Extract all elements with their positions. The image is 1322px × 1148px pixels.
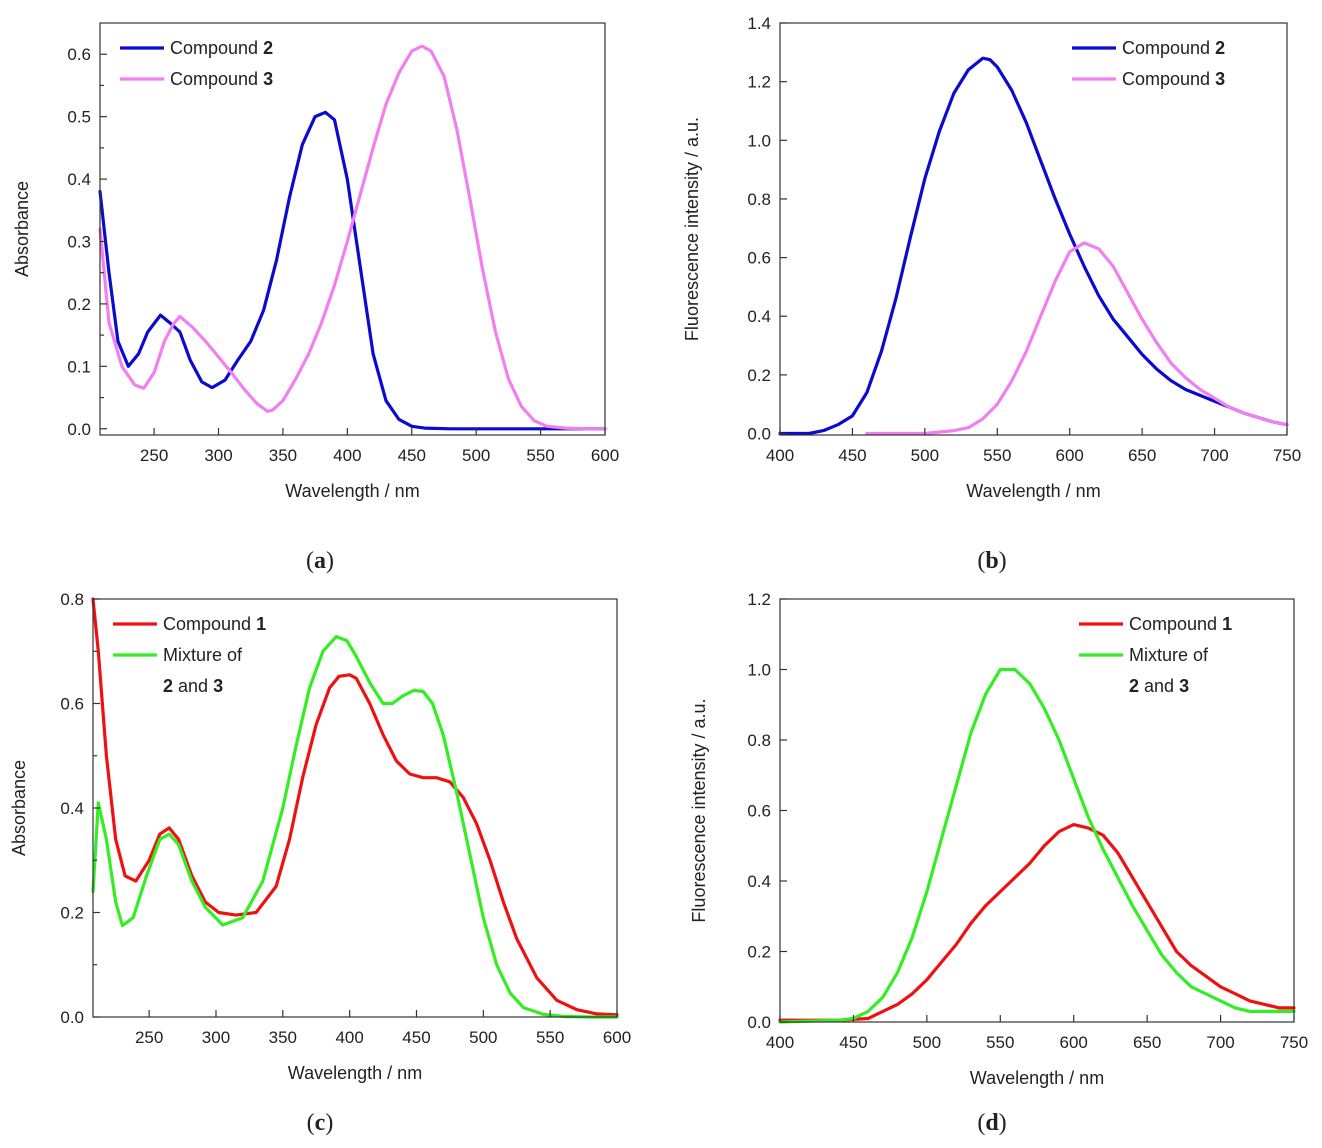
legend-label-c-1: Mixture of (163, 645, 243, 665)
y-tick-label-d-2: 0.4 (747, 872, 771, 891)
x-tick-label-b-4: 600 (1056, 446, 1084, 465)
plot-frame-b (779, 22, 1288, 436)
y-tick-label-c-0: 0.0 (60, 1008, 84, 1027)
legend-label-b-1: Compound 3 (1122, 69, 1225, 89)
series-line-c-1 (91, 634, 619, 1019)
x-tick-label-d-2: 500 (913, 1033, 941, 1052)
plot-frame-d (779, 598, 1295, 1023)
legend-label-line2-d-1: 2 and 3 (1129, 676, 1189, 696)
y-tick-label-d-0: 0.0 (747, 1013, 771, 1032)
y-tick-label-d-3: 0.6 (747, 802, 771, 821)
y-tick-label-b-4: 0.8 (747, 190, 771, 209)
x-tick-label-b-1: 450 (838, 446, 866, 465)
x-tick-label-d-7: 750 (1280, 1033, 1308, 1052)
x-tick-label-d-4: 600 (1060, 1033, 1088, 1052)
x-axis-title-d: Wavelength / nm (970, 1068, 1104, 1088)
y-tick-label-a-3: 0.3 (67, 232, 91, 251)
x-tick-label-a-7: 600 (591, 446, 619, 465)
y-tick-label-b-5: 1.0 (747, 131, 771, 150)
x-axis-title-a: Wavelength / nm (285, 481, 419, 501)
chart-panel-c: 250 300 350 400 450 500 550 600 0.0 0.2 0.4 0.6 0.8 W… (9, 590, 631, 1136)
x-tick-label-c-2: 350 (269, 1028, 297, 1047)
y-axis-title-c: Absorbance (9, 760, 29, 856)
y-tick-label-c-1: 0.2 (60, 904, 84, 923)
x-tick-label-c-1: 300 (202, 1028, 230, 1047)
y-axis-title-b: Fluorescence intensity / a.u. (682, 117, 702, 341)
y-tick-label-b-6: 1.2 (747, 73, 771, 92)
x-tick-label-b-2: 500 (911, 446, 939, 465)
y-tick-label-a-2: 0.2 (67, 295, 91, 314)
x-tick-label-b-3: 550 (983, 446, 1011, 465)
y-tick-label-b-3: 0.6 (747, 249, 771, 268)
panel-caption-d: (d) (977, 1110, 1006, 1136)
x-tick-label-b-7: 750 (1273, 446, 1301, 465)
series-line-c-0 (91, 597, 619, 1017)
x-tick-label-d-0: 400 (766, 1033, 794, 1052)
panel-caption-b: (b) (977, 548, 1006, 574)
x-axis-title-b: Wavelength / nm (966, 481, 1100, 501)
x-tick-label-b-6: 700 (1200, 446, 1228, 465)
series-line-a-1 (98, 44, 607, 431)
legend-label-a-0: Compound 2 (170, 38, 273, 58)
y-tick-label-b-2: 0.4 (747, 307, 771, 326)
legend-label-b-0: Compound 2 (1122, 38, 1225, 58)
y-tick-label-a-5: 0.5 (67, 108, 91, 127)
y-tick-label-a-1: 0.1 (67, 357, 91, 376)
panel-caption-a: (a) (306, 548, 334, 574)
x-tick-label-c-0: 250 (135, 1028, 163, 1047)
x-tick-label-c-5: 500 (469, 1028, 497, 1047)
x-tick-label-b-0: 400 (766, 446, 794, 465)
y-axis-title-d: Fluorescence intensity / a.u. (689, 698, 709, 922)
series-line-d-1 (778, 667, 1296, 1024)
x-tick-label-b-5: 650 (1128, 446, 1156, 465)
y-tick-label-c-3: 0.6 (60, 695, 84, 714)
x-tick-label-d-6: 700 (1206, 1033, 1234, 1052)
x-tick-label-d-5: 650 (1133, 1033, 1161, 1052)
x-axis-title-c: Wavelength / nm (288, 1063, 422, 1083)
panel-caption-c: (c) (307, 1110, 334, 1136)
x-tick-label-a-2: 350 (269, 446, 297, 465)
series-line-d-0 (778, 822, 1296, 1022)
legend-label-c-0: Compound 1 (163, 614, 266, 634)
y-tick-label-a-0: 0.0 (67, 420, 91, 439)
y-tick-label-d-4: 0.8 (747, 731, 771, 750)
y-tick-label-d-6: 1.2 (747, 590, 771, 609)
chart-panel-a: 250 300 350 400 450 500 550 600 0.0 0.1 0.2 0.3 0.4 0… (12, 22, 619, 574)
series-line-b-1 (865, 241, 1289, 436)
x-tick-label-c-6: 550 (536, 1028, 564, 1047)
plot-frame-a (99, 22, 606, 436)
x-tick-label-c-4: 450 (402, 1028, 430, 1047)
y-tick-label-a-4: 0.4 (67, 170, 91, 189)
chart-panel-b: 400 450 500 550 600 650 700 750 0.0 0.2 0.4 0.6 0.8 1… (682, 14, 1301, 574)
y-tick-label-d-1: 0.2 (747, 943, 771, 962)
y-tick-label-c-2: 0.4 (60, 799, 84, 818)
y-tick-label-b-1: 0.2 (747, 366, 771, 385)
x-tick-label-a-3: 400 (333, 446, 361, 465)
x-tick-label-a-0: 250 (140, 446, 168, 465)
x-tick-label-a-5: 500 (462, 446, 490, 465)
x-tick-label-a-1: 300 (204, 446, 232, 465)
y-axis-title-a: Absorbance (12, 181, 32, 277)
y-tick-label-c-4: 0.8 (60, 590, 84, 609)
y-tick-label-d-5: 1.0 (747, 661, 771, 680)
series-line-a-0 (98, 110, 607, 431)
chart-panel-d: 400 450 500 550 600 650 700 750 0.0 0.2 0.4 0.6 0.8 1… (689, 590, 1308, 1136)
x-tick-label-a-6: 550 (526, 446, 554, 465)
x-tick-label-a-4: 450 (398, 446, 426, 465)
legend-label-a-1: Compound 3 (170, 69, 273, 89)
x-tick-label-d-3: 550 (986, 1033, 1014, 1052)
legend-label-d-0: Compound 1 (1129, 614, 1232, 634)
y-tick-label-b-0: 0.0 (747, 425, 771, 444)
x-tick-label-d-1: 450 (839, 1033, 867, 1052)
x-tick-label-c-7: 600 (603, 1028, 631, 1047)
y-tick-label-b-7: 1.4 (747, 14, 771, 33)
series-line-b-0 (778, 56, 1289, 436)
x-tick-label-c-3: 400 (335, 1028, 363, 1047)
y-tick-label-a-6: 0.6 (67, 45, 91, 64)
legend-label-d-1: Mixture of (1129, 645, 1209, 665)
legend-label-line2-c-1: 2 and 3 (163, 676, 223, 696)
